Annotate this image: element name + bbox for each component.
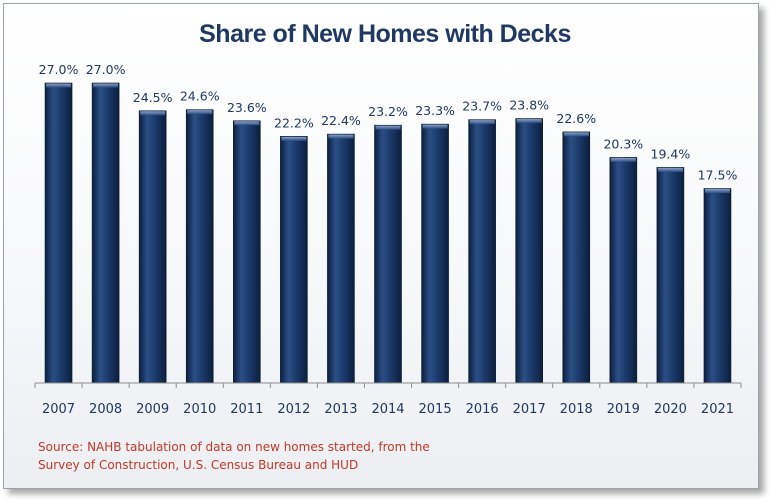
data-label-2019: 20.3% — [603, 136, 643, 151]
data-label-2012: 22.2% — [274, 115, 314, 130]
bar-2018 — [562, 131, 591, 384]
x-tick-label-2020: 2020 — [654, 402, 687, 417]
data-label-2011: 23.6% — [227, 100, 267, 115]
data-label-2008: 27.0% — [86, 62, 126, 77]
source-line-2: Survey of Construction, U.S. Census Bure… — [38, 458, 359, 472]
data-label-2017: 23.8% — [509, 98, 549, 113]
bar-2014 — [374, 124, 402, 384]
data-label-2021: 17.5% — [698, 168, 738, 183]
bar-cap-2018 — [563, 132, 589, 137]
bar-2009 — [138, 110, 167, 384]
data-label-2007: 27.0% — [39, 62, 79, 77]
bar-2019 — [609, 157, 638, 384]
bar-cap-2021 — [704, 189, 730, 194]
x-tick-label-2007: 2007 — [42, 402, 75, 417]
x-tick-label-2008: 2008 — [89, 402, 122, 417]
bar-2010 — [185, 109, 214, 384]
bar-cap-2019 — [610, 157, 636, 162]
bar-2017 — [515, 118, 544, 384]
x-tick-label-2010: 2010 — [183, 402, 216, 417]
bar-cap-2010 — [187, 110, 213, 115]
data-label-2016: 23.7% — [462, 99, 502, 114]
x-tick-label-2017: 2017 — [513, 402, 546, 417]
bar-cap-2012 — [281, 136, 307, 141]
bar-2016 — [468, 119, 496, 384]
source-note: Source: NAHB tabulation of data on new h… — [38, 438, 598, 474]
data-label-2010: 24.6% — [180, 89, 220, 104]
data-label-2009: 24.5% — [133, 90, 173, 105]
bar-cap-2014 — [375, 125, 401, 130]
x-tick-label-2018: 2018 — [560, 402, 593, 417]
data-label-2013: 22.4% — [321, 113, 361, 128]
bar-2007 — [44, 82, 73, 384]
bar-cap-2007 — [46, 83, 72, 88]
bar-2021 — [703, 188, 732, 384]
x-tick-label-2014: 2014 — [371, 402, 404, 417]
data-label-2014: 23.2% — [368, 104, 408, 119]
data-label-2018: 22.6% — [556, 111, 596, 126]
bar-2015 — [421, 123, 449, 384]
bar-cap-2013 — [328, 134, 354, 139]
chart-title: Share of New Homes with Decks — [199, 20, 571, 48]
bar-2012 — [280, 136, 308, 384]
x-tick-label-2013: 2013 — [324, 402, 357, 417]
bar-cap-2015 — [422, 124, 448, 129]
bar-2011 — [233, 120, 261, 384]
bar-cap-2008 — [93, 83, 119, 88]
x-tick-label-2016: 2016 — [466, 402, 499, 417]
x-tick-label-2012: 2012 — [277, 402, 310, 417]
bar-cap-2017 — [516, 119, 542, 124]
bar-2013 — [327, 133, 355, 384]
x-tick-label-2009: 2009 — [136, 402, 169, 417]
x-tick-label-2019: 2019 — [607, 402, 640, 417]
data-label-2020: 19.4% — [651, 146, 691, 161]
bar-2008 — [91, 82, 120, 384]
bar-cap-2016 — [469, 120, 495, 125]
source-line-1: Source: NAHB tabulation of data on new h… — [38, 440, 430, 454]
bar-2020 — [656, 167, 685, 384]
bar-cap-2011 — [234, 121, 260, 126]
bar-cap-2020 — [657, 167, 683, 172]
x-tick-label-2021: 2021 — [701, 402, 734, 417]
x-tick-label-2015: 2015 — [419, 402, 452, 417]
bar-cap-2009 — [140, 111, 166, 116]
data-label-2015: 23.3% — [415, 103, 455, 118]
x-tick-label-2011: 2011 — [230, 402, 263, 417]
